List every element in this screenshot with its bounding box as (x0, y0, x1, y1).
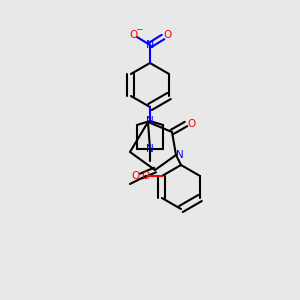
Text: O: O (132, 171, 140, 181)
Text: O: O (129, 30, 137, 40)
Text: −: − (135, 25, 143, 34)
Text: O: O (163, 30, 171, 40)
Text: O: O (142, 171, 150, 181)
Text: N: N (146, 40, 154, 50)
Text: N: N (176, 150, 184, 160)
Text: O: O (187, 119, 195, 129)
Text: N: N (146, 144, 154, 154)
Text: N: N (146, 116, 154, 126)
